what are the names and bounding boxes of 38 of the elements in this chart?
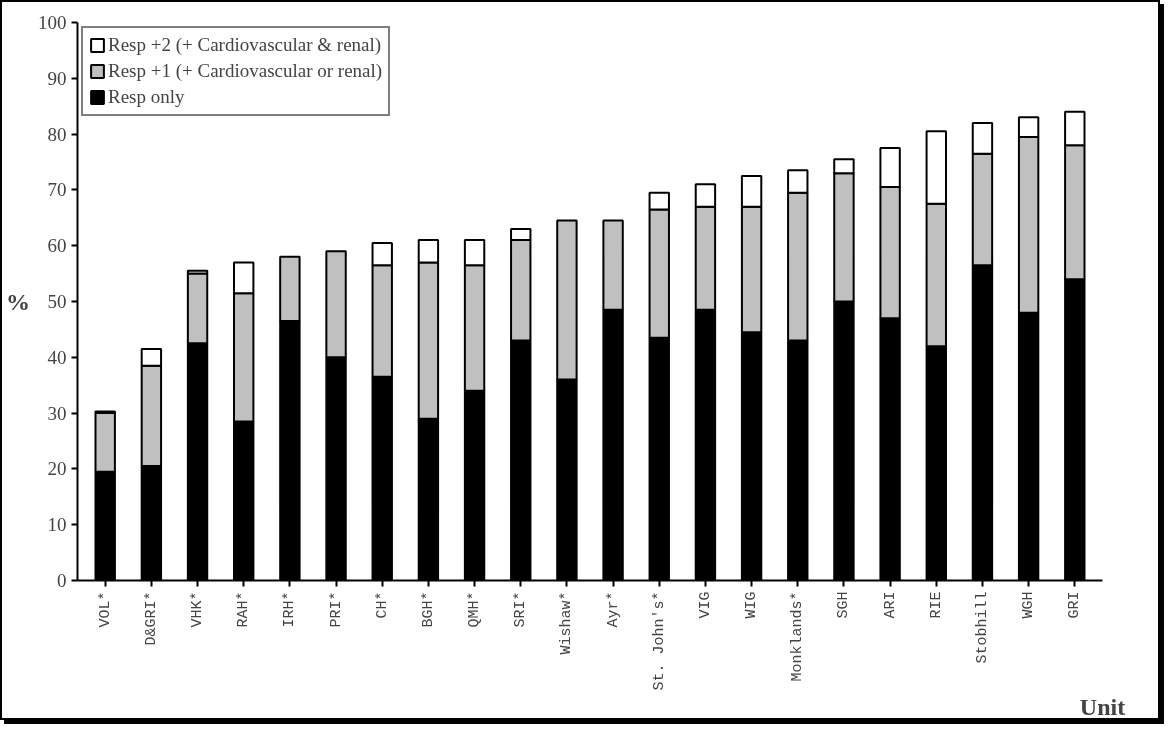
legend-label: Resp +1 (+ Cardiovascular or renal): [108, 60, 383, 82]
y-tick-label: 40: [47, 346, 67, 368]
x-tick-label: WIG: [743, 591, 761, 619]
x-tick-label: QMH*: [466, 591, 484, 628]
y-axis-title: %: [6, 288, 30, 315]
x-tick-label: VOL*: [96, 591, 114, 628]
x-tick-label: CH*: [373, 591, 391, 619]
y-tick-label: 90: [47, 67, 67, 89]
x-tick-label: Stobhill: [973, 591, 991, 664]
x-tick-label: GRI: [1066, 591, 1084, 619]
x-tick-label: BGH*: [419, 591, 437, 628]
x-tick-label: RIE: [927, 591, 945, 619]
y-tick-label: 50: [47, 291, 67, 312]
y-tick-label: 30: [47, 402, 67, 424]
x-tick-label: SGH: [835, 591, 853, 619]
x-tick-label: RAH*: [235, 591, 253, 628]
x-tick-label: IRH*: [281, 591, 299, 628]
y-tick-label: 60: [47, 235, 67, 257]
x-axis-title: Unit: [1079, 693, 1126, 720]
y-tick-label: 80: [47, 123, 67, 145]
y-tick-label: 20: [47, 458, 67, 480]
x-tick-label: Ayr*: [604, 591, 622, 628]
x-tick-label: D&GRI*: [142, 591, 160, 646]
legend-label: Resp only: [108, 86, 185, 108]
legend-label: Resp +2 (+ Cardiovascular & renal): [108, 34, 382, 56]
y-tick-label: 10: [47, 514, 67, 536]
x-tick-label: SRI*: [512, 591, 530, 628]
y-tick-label: 0: [57, 570, 67, 591]
x-tick-label: VHK*: [189, 591, 207, 628]
y-tick-label: 70: [47, 179, 67, 201]
x-tick-label: St. John's*: [650, 591, 668, 691]
x-tick-label: Wishaw*: [558, 591, 576, 655]
y-tick-label: 100: [38, 12, 67, 33]
x-tick-label: Monklands*: [789, 591, 807, 682]
x-tick-label: VIG: [696, 591, 714, 619]
x-tick-label: ARI: [881, 591, 899, 619]
x-tick-label: WGH: [1020, 591, 1038, 619]
x-tick-label: PRI*: [327, 591, 345, 628]
